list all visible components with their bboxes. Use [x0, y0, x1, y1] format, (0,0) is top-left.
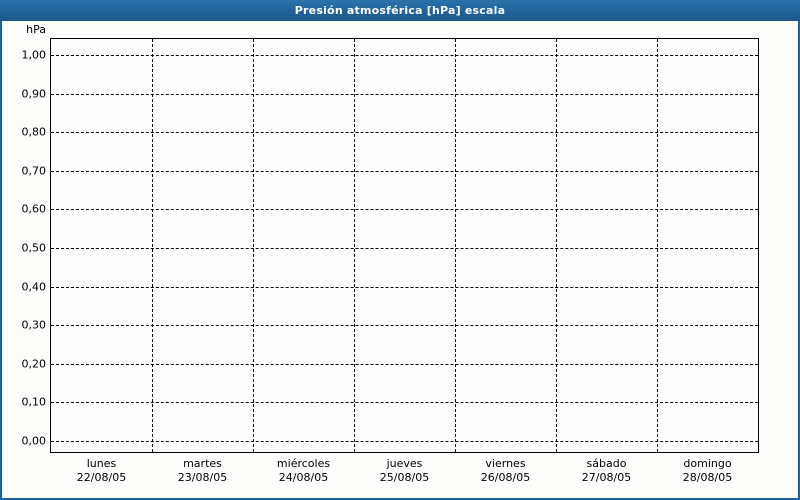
y-axis-tick-label: 0,40: [21, 280, 47, 294]
y-axis-tick-labels: 1,00 0,90 0,80 0,70 0,60 0,50 0,40 0,30 0,20 0,10…: [2, 38, 47, 453]
x-axis-date-label: 27/08/05: [581, 471, 632, 484]
y-axis-tick-label: 1,00: [21, 48, 47, 62]
x-axis-date-label: 28/08/05: [682, 471, 733, 484]
gridline-vertical: [152, 39, 153, 452]
x-axis-tick-label: sábado 27/08/05: [582, 457, 631, 485]
y-axis-tick-label: 0,80: [21, 125, 47, 139]
y-axis-tick-label: 0,70: [21, 164, 47, 178]
x-axis-day-label: miércoles: [276, 457, 331, 470]
x-axis-tick-label: jueves 25/08/05: [380, 457, 429, 485]
chart-frame: hPa 1,00 0,90 0,80 0,70 0,60 0,50 0,40 0,30 0,20…: [0, 21, 800, 500]
gridline-horizontal: [51, 93, 758, 95]
y-axis-tick-label: 0,90: [21, 87, 47, 101]
x-axis-date-label: 24/08/05: [278, 471, 329, 484]
plot-area: [50, 38, 759, 453]
gridline-vertical: [253, 39, 254, 452]
gridline-horizontal: [51, 363, 758, 365]
gridline-horizontal: [51, 286, 758, 288]
x-axis-tick-label: miércoles 24/08/05: [277, 457, 330, 485]
x-axis-day-label: jueves: [386, 457, 423, 470]
x-axis-date-label: 22/08/05: [76, 471, 127, 484]
y-axis-tick-label: 0,10: [21, 395, 47, 409]
gridline-vertical: [455, 39, 456, 452]
x-axis-day-label: domingo: [683, 457, 732, 470]
gridline-horizontal: [51, 248, 758, 249]
y-axis-tick-label: 0,60: [21, 202, 47, 216]
x-axis-tick-labels: lunes 22/08/05 martes 23/08/05 miércoles 24/0…: [50, 457, 761, 497]
gridline-horizontal: [51, 55, 758, 56]
gridline-horizontal: [51, 441, 758, 442]
x-axis-date-label: 25/08/05: [379, 471, 430, 484]
gridline-horizontal: [51, 209, 758, 211]
x-axis-day-label: lunes: [86, 457, 117, 470]
y-axis-tick-label: 0,20: [21, 357, 47, 371]
x-axis-day-label: sábado: [586, 457, 627, 470]
gridline-vertical: [657, 39, 658, 452]
y-axis-tick-label: 0,30: [21, 318, 47, 332]
x-axis-tick-label: lunes 22/08/05: [77, 457, 126, 485]
chart-canvas: hPa 1,00 0,90 0,80 0,70 0,60 0,50 0,40 0,30 0,20…: [2, 21, 798, 498]
x-axis-day-label: martes: [183, 457, 222, 470]
page-title: Presión atmosférica [hPa] escala: [294, 4, 506, 17]
gridline-vertical: [556, 39, 557, 452]
x-axis-tick-label: domingo 28/08/05: [683, 457, 732, 485]
gridline-vertical: [354, 39, 355, 452]
x-axis-day-label: viernes: [485, 457, 526, 470]
x-axis-tick-label: viernes 26/08/05: [481, 457, 530, 485]
gridline-horizontal: [51, 132, 758, 134]
gridline-horizontal: [51, 325, 758, 327]
y-axis-tick-label: 0,50: [21, 241, 47, 255]
x-axis-tick-label: martes 23/08/05: [178, 457, 227, 485]
gridline-horizontal: [51, 402, 758, 404]
y-axis-tick-label: 0,00: [21, 434, 47, 448]
x-axis-date-label: 23/08/05: [177, 471, 228, 484]
gridline-horizontal: [51, 170, 758, 172]
x-axis-date-label: 26/08/05: [480, 471, 531, 484]
y-axis-unit-label: hPa: [26, 23, 46, 36]
window-titlebar: Presión atmosférica [hPa] escala: [0, 0, 800, 21]
